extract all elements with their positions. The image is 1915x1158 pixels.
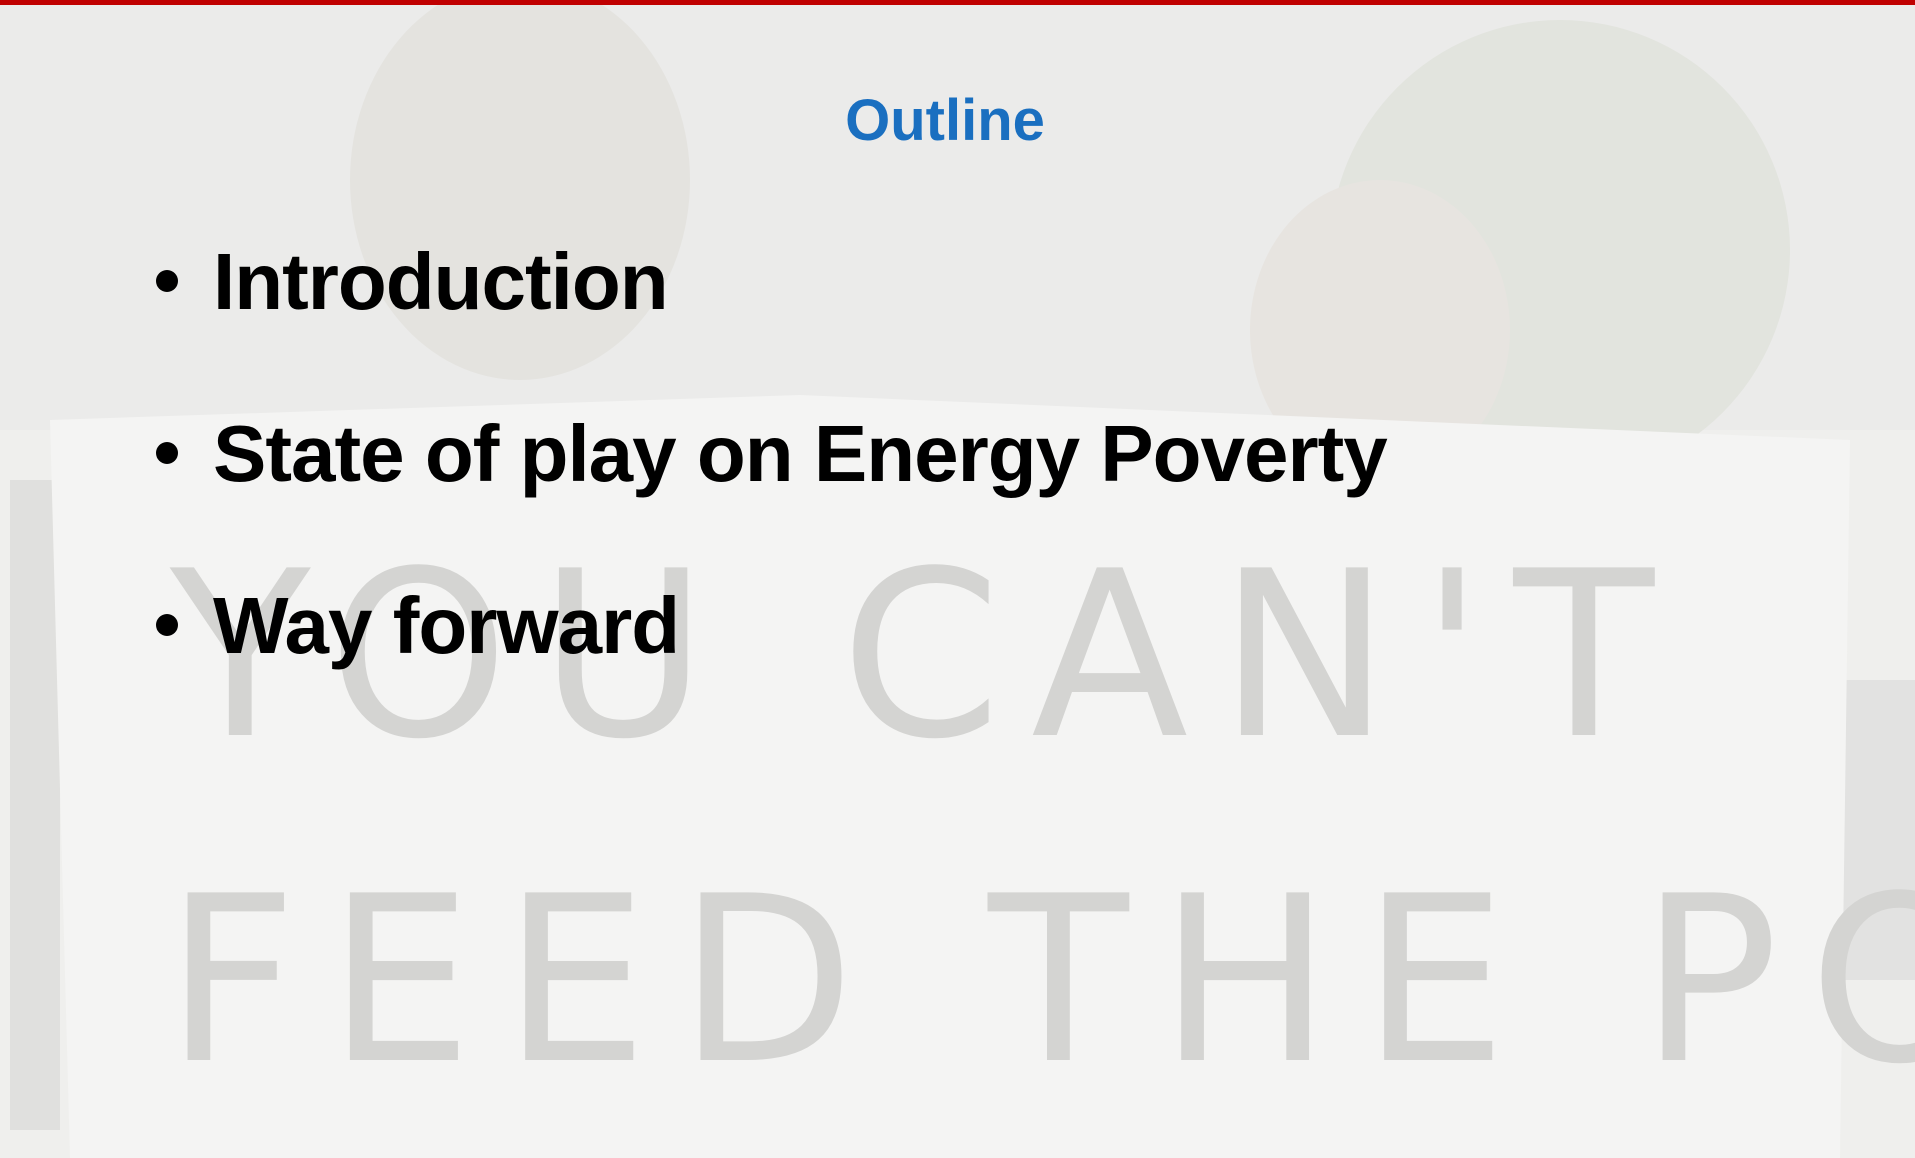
bullet-text: Introduction [213, 237, 668, 326]
slide: YOU CAN'T FEED THE POOR Outline Introduc… [0, 0, 1915, 1158]
bullet-dot [156, 442, 178, 464]
top-rule [0, 0, 1915, 5]
bullet-dot [156, 270, 178, 292]
sign-text: FEED THE POOR [165, 848, 1915, 1115]
page: YOU CAN'T FEED THE POOR Outline Introduc… [0, 0, 1915, 1158]
slide-title: Outline [845, 88, 1045, 153]
bullet-text: Way forward [213, 581, 679, 670]
fence-left [10, 480, 60, 1130]
bullet-dot [156, 614, 178, 636]
bullet-text: State of play on Energy Poverty [213, 409, 1388, 498]
